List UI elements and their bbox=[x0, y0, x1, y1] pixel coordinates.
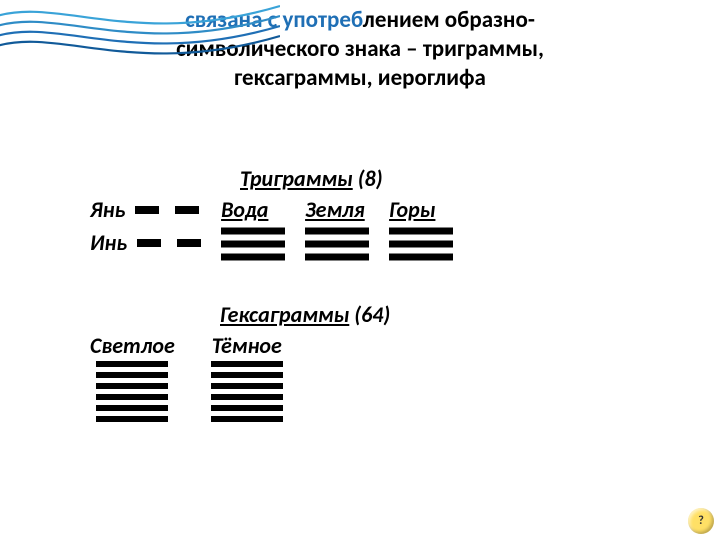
hex-label-light: Светлое bbox=[90, 332, 175, 359]
hexagrams-heading-u: Гексаграммы bbox=[220, 301, 349, 328]
yin-bar-icon bbox=[137, 238, 201, 248]
title-line-3: гексаграммы, иероглифа bbox=[234, 64, 486, 92]
hexagrams-heading: Гексаграммы (64) bbox=[90, 301, 660, 328]
trigram-label-mountains: Горы bbox=[389, 196, 435, 223]
hex-glyph-dark bbox=[211, 359, 283, 431]
help-badge[interactable]: ? bbox=[688, 508, 714, 534]
trigram-glyph-water bbox=[221, 225, 285, 265]
yin-row: Инь bbox=[90, 229, 201, 256]
hex-col-light: Светлое bbox=[90, 332, 175, 431]
trigram-col-mountains: Горы bbox=[389, 196, 453, 265]
trigrams-heading: Триграммы (8) bbox=[90, 165, 660, 192]
hexagrams-block: Гексаграммы (64) Светлое Тёмное bbox=[90, 301, 660, 431]
hex-col-dark: Тёмное bbox=[211, 332, 283, 431]
hexagrams-row: Светлое Тёмное bbox=[90, 332, 660, 431]
title-rest-1: лением образно- bbox=[363, 6, 535, 34]
yang-row: Янь bbox=[90, 196, 201, 223]
trigrams-heading-count: (8) bbox=[353, 165, 383, 192]
yang-bar-icon bbox=[135, 205, 199, 215]
trigram-label-water: Вода bbox=[221, 196, 268, 223]
hex-label-dark: Тёмное bbox=[212, 332, 282, 359]
trigram-label-earth: Земля bbox=[305, 196, 365, 223]
yang-yin-col: Янь Инь bbox=[90, 196, 201, 256]
trigram-col-earth: Земля bbox=[305, 196, 369, 265]
hexagrams-heading-count: (64) bbox=[349, 301, 390, 328]
trigrams-row: Янь Инь Вода Земля bbox=[90, 196, 660, 265]
yin-label: Инь bbox=[90, 229, 127, 256]
trigrams-heading-u: Триграммы bbox=[240, 165, 353, 192]
trigram-glyph-earth bbox=[305, 225, 369, 265]
trigrams-block: Триграммы (8) Янь Инь Вода bbox=[90, 165, 660, 265]
title-blue-fragment: связана с употреб bbox=[185, 6, 363, 34]
help-badge-text: ? bbox=[698, 514, 704, 528]
trigram-glyph-mountains bbox=[389, 225, 453, 265]
title-line-2: символического знака – триграммы, bbox=[176, 35, 544, 63]
trigram-col-water: Вода bbox=[221, 196, 285, 265]
yang-label: Янь bbox=[90, 196, 125, 223]
content-area: Триграммы (8) Янь Инь Вода bbox=[90, 165, 660, 431]
hex-glyph-light bbox=[96, 359, 168, 431]
page-title: связана с употреблением образно- символи… bbox=[0, 0, 720, 92]
